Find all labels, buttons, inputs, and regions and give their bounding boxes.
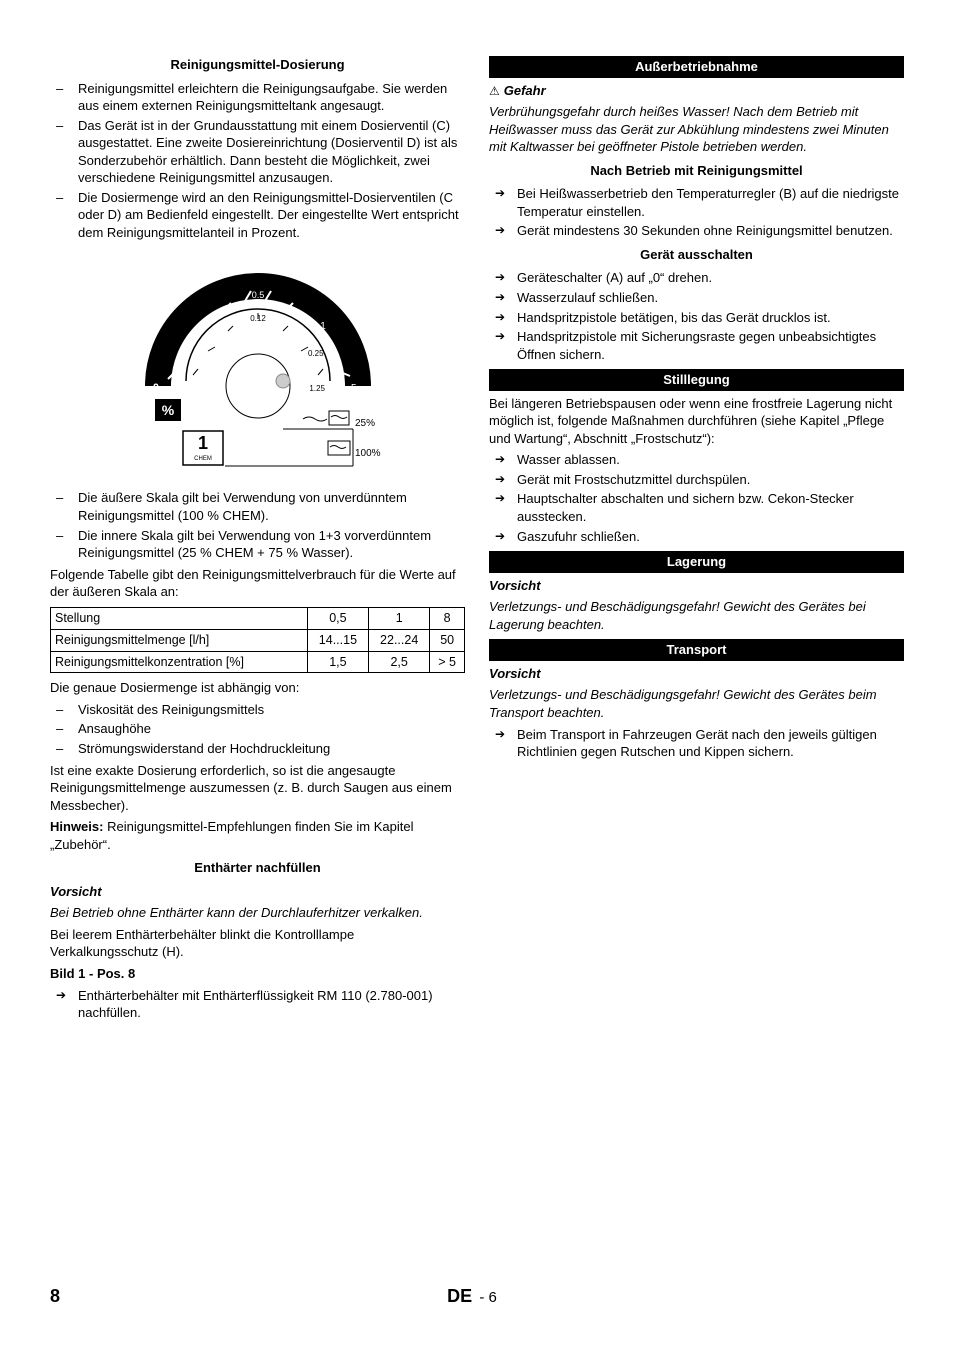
svg-text:100%: 100% xyxy=(355,448,381,459)
bullet: Viskosität des Reinigungsmittels xyxy=(78,701,465,719)
svg-text:0: 0 xyxy=(152,382,158,394)
caution-label: Vorsicht xyxy=(50,883,465,901)
step: Gaszufuhr schließen. xyxy=(517,528,904,546)
caution-text: Verletzungs- und Beschädigungsgefahr! Ge… xyxy=(489,598,904,633)
step: Enthärterbehälter mit Enthärterflüssigke… xyxy=(78,987,465,1022)
dosing-table: Stellung 0,5 1 8 Reinigungsmittelmenge [… xyxy=(50,607,465,674)
bullet: Das Gerät ist in der Grundausstattung mi… xyxy=(78,117,465,187)
heading-lagerung: Lagerung xyxy=(489,551,904,573)
dosing-dial-figure: 0.5 1 5 0 0.12 0.25 1.25 % 1 CHEM xyxy=(50,251,465,481)
warning-icon: ⚠ xyxy=(489,84,500,98)
heading-stilllegung: Stilllegung xyxy=(489,369,904,391)
heading-dosierung: Reinigungsmittel-Dosierung xyxy=(50,56,465,74)
svg-text:0.12: 0.12 xyxy=(250,314,266,323)
paragraph: Die genaue Dosiermenge ist abhängig von: xyxy=(50,679,465,697)
step: Gerät mit Frostschutzmittel durchspülen. xyxy=(517,471,904,489)
svg-text:0.25: 0.25 xyxy=(308,349,324,358)
figure-ref: Bild 1 - Pos. 8 xyxy=(50,965,465,983)
svg-text:1: 1 xyxy=(197,433,207,453)
svg-text:0.5: 0.5 xyxy=(251,290,264,300)
page-footer: 8 DE - 6 xyxy=(50,1284,904,1308)
caution-label: Vorsicht xyxy=(489,577,904,595)
caution-label: Vorsicht xyxy=(489,665,904,683)
step: Hauptschalter abschalten und sichern bzw… xyxy=(517,490,904,525)
paragraph: Bei leerem Enthärterbehälter blinkt die … xyxy=(50,926,465,961)
svg-text:CHEM: CHEM xyxy=(194,456,212,462)
svg-text:1: 1 xyxy=(320,321,326,332)
bullet: Die äußere Skala gilt bei Verwendung von… xyxy=(78,489,465,524)
heading-nachbetrieb: Nach Betrieb mit Reinigungsmittel xyxy=(489,162,904,180)
step: Handspritzpistole betätigen, bis das Ger… xyxy=(517,309,904,327)
svg-text:5: 5 xyxy=(351,383,357,394)
heading-transport: Transport xyxy=(489,639,904,661)
svg-text:25%: 25% xyxy=(355,418,375,429)
step: Gerät mindestens 30 Sekunden ohne Reinig… xyxy=(517,222,904,240)
bullet: Reinigungsmittel erleichtern die Reinigu… xyxy=(78,80,465,115)
left-column: Reinigungsmittel-Dosierung Reinigungsmit… xyxy=(50,50,465,1024)
heading-ausserbetrieb: Außerbetriebnahme xyxy=(489,56,904,78)
paragraph: Bei längeren Betriebspausen oder wenn ei… xyxy=(489,395,904,448)
danger-label: ⚠Gefahr xyxy=(489,82,904,100)
step: Handspritzpistole mit Sicherungsraste ge… xyxy=(517,328,904,363)
step: Wasser ablassen. xyxy=(517,451,904,469)
right-column: Außerbetriebnahme ⚠Gefahr Verbrühungsgef… xyxy=(489,50,904,1024)
heading-ausschalten: Gerät ausschalten xyxy=(489,246,904,264)
page-number: 8 xyxy=(50,1284,60,1308)
paragraph: Ist eine exakte Dosierung erforderlich, … xyxy=(50,762,465,815)
step: Geräteschalter (A) auf „0“ drehen. xyxy=(517,269,904,287)
svg-text:%: % xyxy=(161,402,174,418)
paragraph: Folgende Tabelle gibt den Reinigungsmitt… xyxy=(50,566,465,601)
caution-text: Verletzungs- und Beschädigungsgefahr! Ge… xyxy=(489,686,904,721)
danger-text: Verbrühungsgefahr durch heißes Wasser! N… xyxy=(489,103,904,156)
paragraph: Hinweis: Reinigungsmittel-Empfehlungen f… xyxy=(50,818,465,853)
bullet: Die innere Skala gilt bei Verwendung von… xyxy=(78,527,465,562)
svg-text:1.25: 1.25 xyxy=(309,384,325,393)
bullet: Ansaughöhe xyxy=(78,720,465,738)
bullet: Die Dosiermenge wird an den Reinigungsmi… xyxy=(78,189,465,242)
step: Bei Heißwasserbetrieb den Temperaturregl… xyxy=(517,185,904,220)
lang-indicator: DE - 6 xyxy=(447,1284,497,1308)
step: Beim Transport in Fahrzeugen Gerät nach … xyxy=(517,726,904,761)
bullet: Strömungswiderstand der Hochdruckleitung xyxy=(78,740,465,758)
step: Wasserzulauf schließen. xyxy=(517,289,904,307)
heading-enthaerter: Enthärter nachfüllen xyxy=(50,859,465,877)
caution-text: Bei Betrieb ohne Enthärter kann der Durc… xyxy=(50,904,465,922)
